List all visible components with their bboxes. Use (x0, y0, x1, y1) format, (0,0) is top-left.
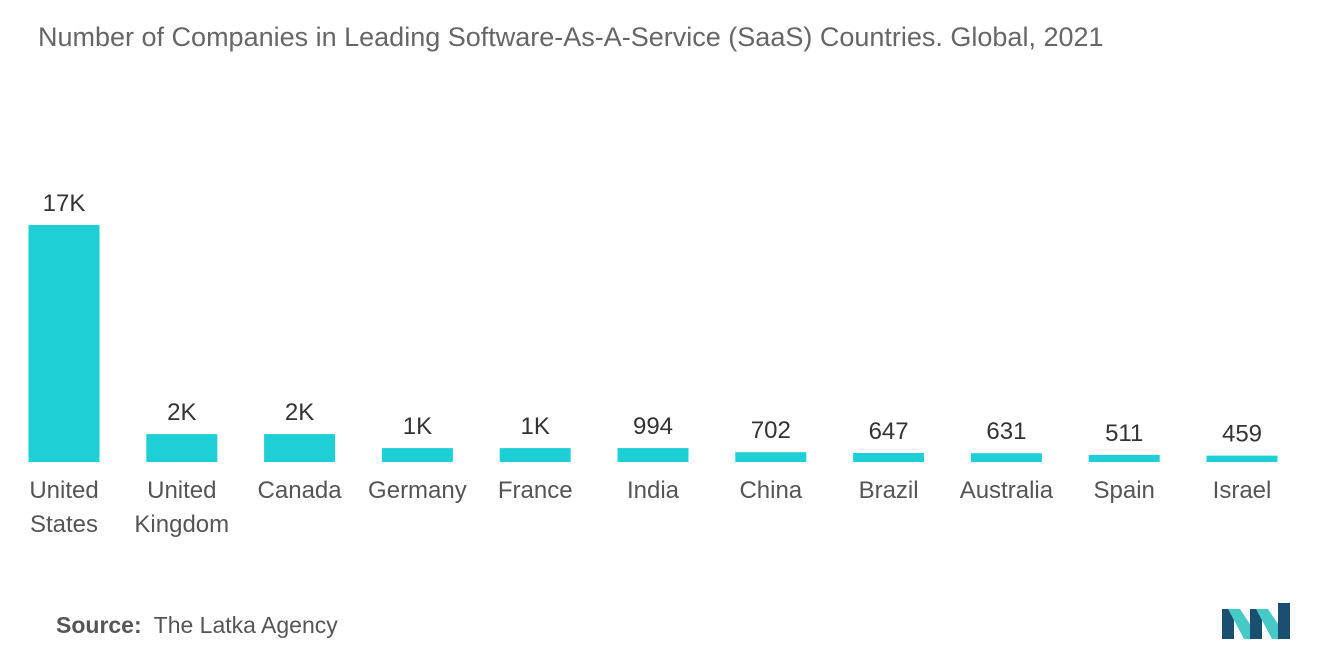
bar-value-label: 631 (986, 418, 1026, 445)
category-label: Israel (1213, 477, 1272, 504)
logo-shape-1 (1222, 609, 1234, 639)
source-label: Source: (56, 612, 142, 638)
bar (381, 448, 453, 462)
category-label: Kingdom (134, 511, 229, 538)
bar-value-label: 459 (1222, 421, 1262, 448)
bar-chart: 17K 2K 2K 1K 1K 994 702 647 631 511 459 United Stat… (28, 190, 1278, 538)
chart-title: Number of Companies in Leading Software-… (38, 22, 1104, 52)
bar-value-label: 2K (167, 399, 196, 426)
logo-shape-5 (1278, 603, 1290, 639)
bars-group (28, 225, 1278, 462)
category-label: Canada (258, 477, 343, 504)
source-text: The Latka Agency (153, 612, 338, 638)
bar-value-label: 1K (403, 413, 432, 440)
bar-value-label: 1K (521, 413, 550, 440)
category-label: Australia (960, 477, 1054, 504)
bar-value-label: 647 (869, 418, 909, 445)
logo-shape-2 (1228, 609, 1256, 639)
value-labels-group: 17K 2K 2K 1K 1K 994 702 647 631 511 459 (43, 190, 1262, 448)
bar-value-label: 994 (633, 413, 673, 440)
logo-shape-4 (1256, 609, 1284, 639)
bar (970, 453, 1042, 462)
bar (499, 448, 571, 462)
bar (1088, 454, 1160, 462)
category-label: France (498, 477, 573, 504)
category-label: Germany (368, 477, 467, 504)
category-label: China (739, 477, 802, 504)
bar (735, 452, 807, 462)
bar (853, 453, 925, 462)
logo-shape-3 (1250, 609, 1262, 639)
category-label: Brazil (859, 477, 919, 504)
bar-value-label: 2K (285, 399, 314, 426)
source-note: Source: The Latka Agency (56, 612, 338, 639)
category-label: States (30, 511, 98, 538)
bar (146, 434, 218, 462)
bar (1206, 455, 1278, 462)
category-labels-group: United States United Kingdom Canada Germany Fr… (29, 477, 1271, 538)
category-label: United (29, 477, 98, 504)
bar-value-label: 17K (43, 190, 86, 217)
bar-value-label: 702 (751, 417, 791, 444)
mordor-intelligence-logo-icon (1222, 603, 1290, 639)
bar (617, 448, 689, 462)
bar (264, 434, 336, 462)
bar (28, 225, 100, 462)
category-label: United (147, 477, 216, 504)
category-label: India (627, 477, 680, 504)
bar-value-label: 511 (1105, 420, 1143, 447)
category-label: Spain (1094, 477, 1155, 504)
